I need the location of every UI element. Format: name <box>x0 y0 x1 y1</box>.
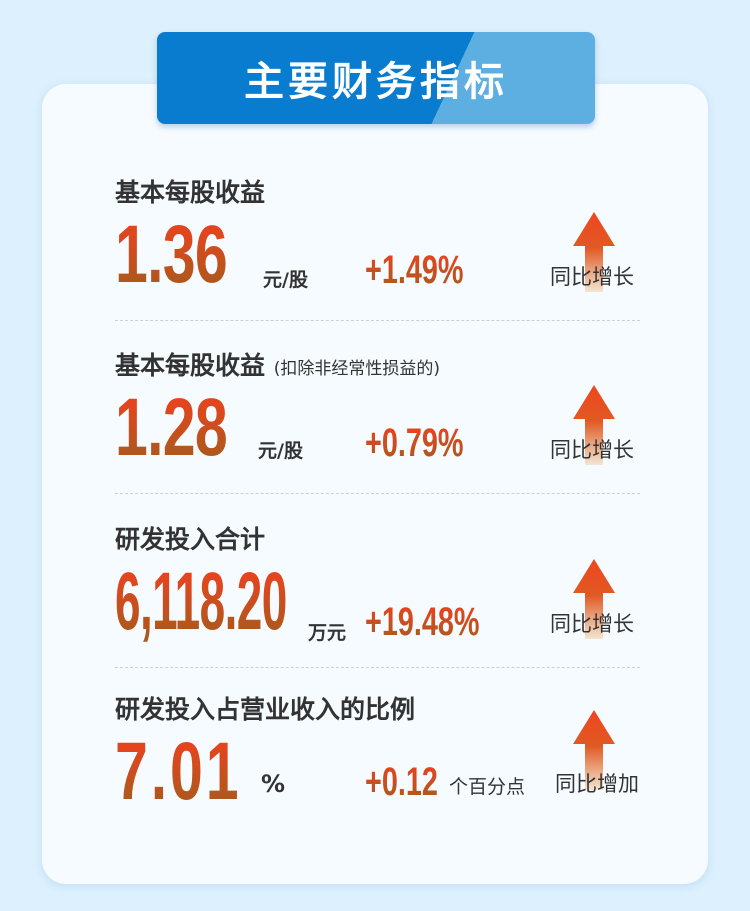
metric-eps-adjusted: 基本每股收益 (扣除非经常性损益的) 1.28 元/股 +0.79% 同比增长 <box>115 338 640 508</box>
metric-trend: 同比增长 <box>550 612 634 636</box>
metric-value: 1.28 <box>115 382 228 473</box>
metric-change: +0.12 <box>365 760 438 804</box>
divider <box>115 320 640 321</box>
metric-unit: 元/股 <box>263 269 308 291</box>
metric-unit: 万元 <box>308 622 347 644</box>
metric-rd-total: 研发投入合计 6,118.20 万元 +19.48% 同比增长 <box>115 512 640 682</box>
metric-trend: 同比增长 <box>550 265 634 289</box>
metric-label: 研发投入占营业收入的比例 <box>115 695 416 724</box>
metric-value: 6,118.20 <box>115 556 287 647</box>
metric-trend: 同比增加 <box>555 772 639 796</box>
metric-rd-ratio: 研发投入占营业收入的比例 7.01 % +0.12 个百分点 同比增加 <box>115 682 640 852</box>
metric-change: +19.48% <box>365 600 480 644</box>
arrow-up-icon <box>573 710 615 790</box>
metric-trend: 同比增长 <box>550 438 634 462</box>
arrow-up-icon <box>573 559 615 639</box>
metric-note: (扣除非经常性损益的) <box>273 359 440 379</box>
metric-change: +0.79% <box>365 421 464 465</box>
arrow-up-icon <box>573 385 615 465</box>
metric-unit: 元/股 <box>258 440 303 462</box>
arrow-up-icon <box>573 212 615 292</box>
metric-value: 7.01 <box>115 726 242 817</box>
page-title: 主要财务指标 <box>244 59 508 105</box>
metric-label: 基本每股收益 (扣除非经常性损益的) <box>115 351 440 380</box>
metric-change: +1.49% <box>365 248 464 292</box>
divider <box>115 667 640 668</box>
metric-unit: % <box>261 770 286 798</box>
metric-change-unit: 个百分点 <box>449 776 526 798</box>
metric-label: 基本每股收益 <box>115 178 266 207</box>
divider <box>115 493 640 494</box>
metric-eps: 基本每股收益 1.36 元/股 +1.49% 同比增长 <box>115 165 640 335</box>
metric-value: 1.36 <box>115 209 228 300</box>
metric-label: 研发投入合计 <box>115 525 266 554</box>
header-banner: 主要财务指标 <box>157 32 595 124</box>
